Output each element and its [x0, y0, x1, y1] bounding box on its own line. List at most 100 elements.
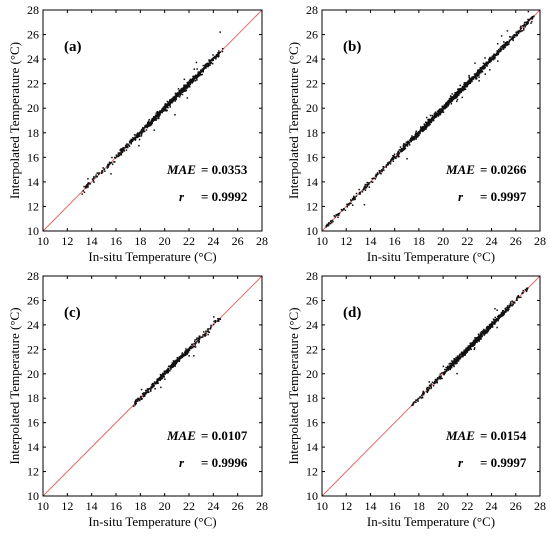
data-point [421, 126, 424, 128]
data-point [423, 124, 426, 126]
data-point [503, 311, 505, 314]
y-tick-label: 16 [27, 150, 39, 164]
data-point [132, 405, 135, 407]
data-point [456, 98, 459, 101]
data-point [497, 60, 499, 62]
data-point [148, 123, 151, 125]
data-point [183, 78, 186, 81]
data-point [493, 323, 496, 325]
data-point [487, 329, 490, 332]
data-point [490, 326, 492, 328]
data-point [439, 375, 442, 377]
data-point [402, 144, 405, 147]
data-point [392, 160, 395, 162]
data-point [487, 62, 489, 65]
data-point [373, 177, 375, 179]
data-point [101, 169, 104, 172]
data-point [170, 364, 173, 367]
data-point [452, 364, 454, 367]
data-point [444, 107, 447, 110]
data-point [215, 55, 218, 57]
data-point [358, 191, 361, 194]
data-point [325, 224, 328, 227]
data-point [117, 153, 120, 155]
r-label: r [458, 455, 464, 470]
data-point [460, 355, 462, 358]
data-point [185, 352, 187, 355]
x-tick-label: 10 [37, 499, 49, 513]
data-point [205, 63, 208, 65]
data-point [167, 103, 169, 105]
data-point [157, 378, 160, 380]
data-point [511, 36, 514, 39]
data-point [452, 97, 454, 99]
data-point [462, 352, 464, 355]
data-point [473, 344, 476, 346]
data-point [123, 150, 126, 152]
data-point [155, 112, 158, 114]
data-point [134, 136, 136, 138]
data-point [520, 30, 523, 32]
data-point [185, 348, 187, 350]
data-point [87, 183, 89, 185]
data-point [423, 126, 426, 129]
data-point [456, 361, 458, 363]
data-point [193, 75, 195, 78]
x-tick-label: 26 [510, 234, 522, 248]
data-point [491, 324, 494, 327]
data-point [447, 366, 449, 369]
data-point [465, 350, 467, 353]
data-point [459, 357, 462, 359]
y-tick-label: 26 [27, 28, 39, 42]
data-point [422, 130, 424, 132]
data-point [214, 321, 217, 323]
data-point [419, 129, 422, 131]
data-point [445, 366, 447, 369]
data-point [196, 79, 198, 81]
data-point [456, 95, 458, 97]
data-point [198, 341, 200, 344]
data-point [199, 73, 202, 76]
data-point [465, 352, 467, 354]
data-point [454, 358, 457, 361]
data-point [199, 336, 201, 339]
data-point [433, 116, 435, 119]
data-point [154, 117, 156, 119]
data-point [122, 148, 125, 150]
data-point [462, 89, 464, 92]
data-point [451, 93, 453, 95]
data-point [519, 30, 522, 33]
data-point [396, 153, 398, 155]
data-point [147, 390, 149, 393]
data-point [497, 318, 500, 320]
data-point [487, 326, 489, 329]
data-point [427, 123, 430, 126]
data-point [214, 55, 216, 58]
data-point [387, 162, 390, 164]
data-point [454, 92, 457, 94]
data-point [482, 68, 485, 70]
data-point [522, 25, 525, 27]
data-point [483, 331, 485, 334]
data-point [148, 122, 150, 124]
data-point [466, 348, 468, 351]
data-point [443, 373, 445, 376]
x-tick-label: 18 [134, 234, 146, 248]
x-tick-label: 20 [159, 499, 171, 513]
data-point [453, 360, 455, 363]
data-point [184, 351, 187, 354]
data-point [433, 117, 436, 119]
data-point [502, 313, 505, 315]
data-point [496, 326, 498, 329]
data-point [425, 126, 427, 128]
data-point [325, 226, 327, 228]
data-point [209, 59, 212, 62]
data-point [405, 141, 408, 143]
data-point [216, 54, 219, 56]
data-point [499, 47, 501, 50]
data-point [433, 382, 435, 385]
data-point [212, 54, 214, 56]
data-point [218, 52, 220, 54]
data-point [171, 101, 173, 104]
data-point [445, 102, 448, 105]
